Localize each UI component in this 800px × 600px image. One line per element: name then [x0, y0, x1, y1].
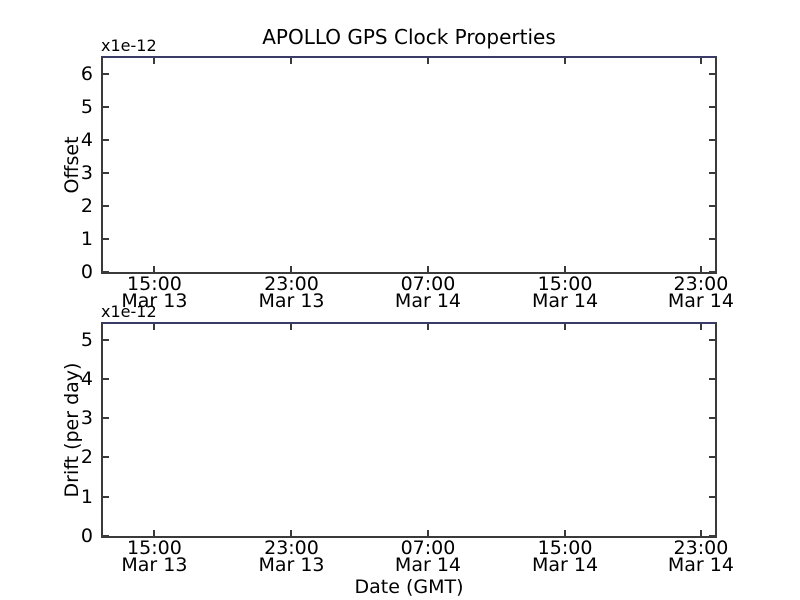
y-tick-label: 6 — [80, 63, 93, 86]
y-tick-mark — [709, 238, 715, 241]
x-tick-label-line: Mar 14 — [532, 290, 599, 312]
y-tick-label: 1 — [80, 228, 93, 251]
x-tick-label-line: Mar 13 — [121, 290, 188, 312]
x-tick-mark — [564, 324, 567, 330]
x-tick-label-line: Mar 14 — [532, 554, 599, 576]
x-tick-label-line: Mar 14 — [667, 290, 734, 312]
x-axis-label: Date (GMT) — [354, 576, 464, 598]
x-tick-label: 15:00 Mar 13 — [121, 273, 188, 312]
y-tick-mark — [709, 205, 715, 208]
x-tick-mark — [290, 266, 293, 272]
x-tick-mark — [699, 530, 702, 536]
x-tick-mark — [564, 58, 567, 64]
y-tick-mark — [709, 456, 715, 459]
x-tick-mark — [290, 530, 293, 536]
chart-title: APOLLO GPS Clock Properties — [262, 25, 556, 49]
x-tick-label-line: Mar 14 — [394, 554, 462, 576]
y-tick-mark — [103, 495, 109, 498]
x-tick-label-line: Mar 13 — [258, 290, 325, 312]
y-tick-mark — [709, 271, 715, 273]
x-tick-label: 23:00 Mar 13 — [258, 537, 325, 576]
x-tick-label-line: Mar 14 — [394, 290, 462, 312]
y-tick-label: 5 — [80, 96, 93, 119]
x-tick-mark — [699, 58, 702, 64]
y-tick-label: 2 — [80, 195, 93, 218]
offset-y-axis-label: Offset — [61, 136, 83, 194]
y-tick-mark — [709, 172, 715, 175]
x-tick-label-line: 07:00 — [400, 273, 456, 295]
y-tick-mark — [103, 205, 109, 208]
x-tick-mark — [153, 530, 156, 536]
x-tick-label-line: 23:00 — [673, 537, 729, 559]
y-tick-mark — [709, 139, 715, 142]
x-tick-mark — [426, 530, 429, 536]
y-tick-mark — [709, 377, 715, 380]
x-tick-label: 23:00 Mar 14 — [667, 537, 734, 576]
x-tick-mark — [564, 266, 567, 272]
x-tick-label: 15:00 Mar 13 — [121, 537, 188, 576]
x-tick-label: 23:00 Mar 13 — [258, 273, 325, 312]
y-tick-label: 5 — [80, 328, 93, 351]
y-tick-mark — [103, 456, 109, 459]
x-tick-mark — [153, 324, 156, 330]
drift-y-scale-multiplier: x1e-12 — [101, 302, 157, 321]
y-tick-label: 0 — [80, 525, 93, 547]
offset-subplot: APOLLO GPS Clock Properties x1e-12 Offse… — [61, 26, 734, 311]
y-tick-mark — [103, 417, 109, 420]
x-tick-label-line: Mar 14 — [667, 554, 734, 576]
x-tick-label: 23:00 Mar 14 — [667, 273, 734, 312]
offset-y-scale-multiplier: x1e-12 — [101, 36, 157, 55]
y-tick-mark — [103, 338, 109, 341]
x-tick-label-line: 15:00 — [537, 537, 593, 559]
y-tick-mark — [103, 271, 109, 273]
y-tick-label: 0 — [80, 261, 93, 283]
y-tick-mark — [103, 73, 109, 76]
x-tick-label: 07:00 Mar 14 — [394, 537, 462, 576]
y-tick-mark — [709, 417, 715, 420]
x-tick-mark — [290, 324, 293, 330]
x-tick-label: 15:00 Mar 14 — [532, 537, 599, 576]
y-tick-mark — [709, 106, 715, 109]
y-tick-mark — [103, 172, 109, 175]
x-tick-mark — [290, 58, 293, 64]
x-tick-label-line: Mar 13 — [258, 554, 325, 576]
y-tick-mark — [103, 377, 109, 380]
y-tick-mark — [103, 535, 109, 537]
x-tick-mark — [699, 324, 702, 330]
y-tick-label: 4 — [80, 367, 93, 390]
x-tick-label-line: 23:00 — [264, 537, 319, 559]
x-tick-label-line: 15:00 — [127, 537, 182, 559]
y-tick-label: 2 — [80, 446, 93, 469]
y-tick-mark — [709, 338, 715, 341]
y-tick-label: 3 — [80, 162, 93, 185]
y-tick-mark — [709, 535, 715, 537]
x-tick-mark — [564, 530, 567, 536]
x-tick-label-line: 07:00 — [400, 537, 456, 559]
x-tick-label-line: 15:00 — [127, 273, 182, 295]
x-tick-label: 15:00 Mar 14 — [532, 273, 599, 312]
x-tick-label-line: Mar 13 — [121, 554, 188, 576]
x-tick-label-line: 23:00 — [264, 273, 319, 295]
y-tick-label: 4 — [80, 129, 93, 152]
x-tick-mark — [426, 58, 429, 64]
drift-subplot: x1e-12 Drift (per day) Date (GMT) 0 1 2 3 4 5… — [61, 303, 734, 598]
x-tick-mark — [153, 58, 156, 64]
x-tick-label-line: 23:00 — [673, 273, 729, 295]
x-tick-mark — [153, 266, 156, 272]
y-tick-mark — [709, 495, 715, 498]
y-tick-mark — [103, 238, 109, 241]
y-tick-mark — [709, 73, 715, 76]
y-tick-mark — [103, 139, 109, 142]
y-tick-label: 1 — [80, 485, 93, 508]
y-tick-label: 3 — [80, 407, 93, 430]
x-tick-mark — [426, 324, 429, 330]
x-tick-label: 07:00 Mar 14 — [394, 273, 462, 312]
x-tick-mark — [699, 266, 702, 272]
x-tick-mark — [426, 266, 429, 272]
x-tick-label-line: 15:00 — [537, 273, 593, 295]
drift-y-axis-label: Drift (per day) — [61, 362, 83, 498]
y-tick-mark — [103, 106, 109, 109]
